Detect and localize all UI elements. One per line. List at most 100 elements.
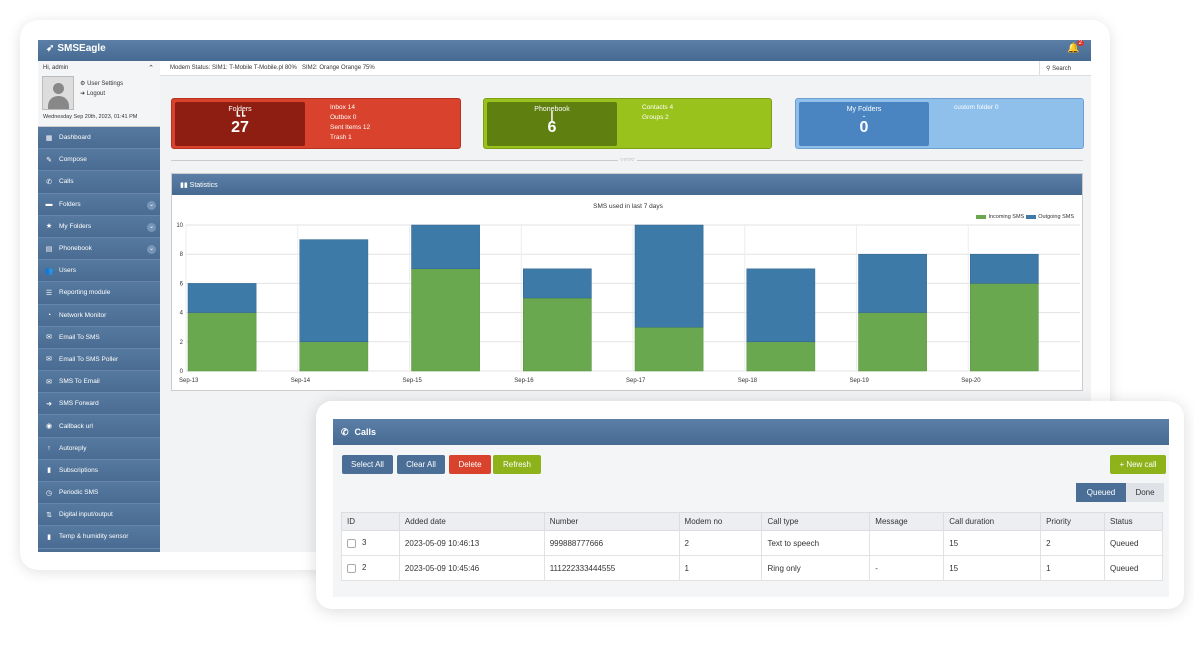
notifications-bell-icon[interactable]: 🔔 2 — [1067, 40, 1084, 54]
book-icon: ▤ — [45, 245, 53, 253]
folder-sent[interactable]: Sent Items 12 — [330, 124, 371, 131]
bar-incoming — [187, 312, 257, 372]
chevron-down-icon[interactable]: ⌄ — [147, 244, 156, 254]
io-icon: ⇅ — [46, 511, 52, 519]
column-header[interactable]: Modem no — [678, 512, 763, 531]
sidebar-item[interactable]: ◉ Callback url — [38, 415, 160, 438]
cell-text: 1 — [1046, 563, 1051, 573]
logo[interactable]: ➶ SMSEagle — [46, 43, 106, 54]
sidebar-item[interactable]: ✉ Email To SMS Poller — [38, 348, 160, 372]
arrow-icon: ➜ — [46, 400, 52, 408]
sidebar-item[interactable]: ✉ Email To SMS — [38, 326, 160, 349]
refresh-button[interactable]: Refresh — [493, 455, 541, 474]
cell-text: - — [875, 563, 878, 573]
logout-link[interactable]: ➜ Logout — [80, 90, 105, 97]
legend-outgoing: Outgoing SMS — [1038, 214, 1074, 220]
sidebar-item[interactable]: ◔ Network Monitor — [38, 304, 160, 327]
x-tick-label: Sep-18 — [738, 378, 758, 384]
sidebar-item[interactable]: ✉ SMS To Email — [38, 371, 160, 394]
phonebook-tile-label: Phonebook — [534, 106, 570, 113]
groups-item[interactable]: Groups 2 — [642, 114, 669, 121]
x-tick-label: Sep-14 — [291, 378, 311, 384]
cell-text: Queued — [1109, 538, 1139, 548]
table-cell: Ring only — [761, 555, 871, 581]
row-checkbox[interactable] — [347, 563, 356, 573]
sidebar-item-label: SMS Forward — [59, 400, 99, 408]
folder-inbox[interactable]: Inbox 14 — [330, 104, 355, 111]
greeting: Hi, admin — [43, 65, 69, 71]
collapse-chevron-icon[interactable]: ⌃ — [148, 65, 154, 72]
mail-icon: ✉ — [46, 334, 52, 342]
phonebook-tile[interactable]: Phonebook ┃ 6 Contacts 4 Groups 2 — [483, 98, 772, 149]
x-tick-label: Sep-13 — [179, 378, 199, 384]
table-row[interactable]: 3 2023-05-09 10:46:13 999888777666 2 Text to… — [341, 530, 1164, 556]
table-cell: 2 — [1040, 530, 1105, 556]
sidebar-item[interactable]: ↑ Autoreply — [38, 437, 160, 460]
folder-trash[interactable]: Trash 1 — [330, 134, 352, 141]
folders-tile-main: Folders ┗┗ 27 — [175, 102, 305, 146]
sidebar-item[interactable]: ▤ Phonebook ⌄ — [38, 237, 160, 261]
chevron-down-icon[interactable]: ⌄ — [147, 222, 156, 232]
column-header[interactable]: Message — [869, 512, 945, 531]
chevron-down-icon[interactable]: ⌄ — [147, 200, 156, 210]
sidebar-item[interactable]: ▮ Temp & humidity sensor — [38, 526, 160, 549]
phonebook-list: Contacts 4 Groups 2 — [642, 103, 673, 123]
sidebar-item-label: Email To SMS — [59, 333, 100, 341]
sidebar-item-label: Users — [59, 267, 76, 275]
column-header[interactable]: Number — [543, 512, 680, 531]
delete-button[interactable]: Delete — [449, 455, 491, 474]
table-cell: 999888777666 — [543, 530, 680, 556]
sidebar-item[interactable]: 👥 Users — [38, 260, 160, 283]
sidebar-item-label: Network Monitor — [59, 311, 107, 319]
column-header[interactable]: Status — [1103, 512, 1164, 531]
chart-title: SMS used in last 7 days — [593, 203, 663, 210]
mail-icon: ✉ — [46, 356, 52, 364]
user-settings-link[interactable]: ⚙ User Settings — [80, 80, 123, 87]
list-icon: ☰ — [45, 289, 53, 297]
sidebar-item[interactable]: ▦ Dashboard — [38, 127, 160, 150]
column-header[interactable]: Call type — [761, 512, 871, 531]
logout-label: Logout — [86, 91, 106, 97]
sidebar-item-label: Reporting module — [59, 289, 111, 297]
sidebar-item[interactable]: ▮ Subscriptions — [38, 459, 160, 482]
search-button[interactable]: ⚲ Search — [1039, 61, 1091, 76]
cell-text: 15 — [949, 563, 959, 573]
column-header[interactable]: ID — [341, 512, 400, 531]
statistics-header: ▮▮ Statistics — [172, 174, 1082, 195]
x-tick-label: Sep-17 — [626, 378, 646, 384]
folder-outbox[interactable]: Outbox 0 — [330, 114, 357, 121]
sidebar-item[interactable]: ➜ SMS Forward — [38, 393, 160, 416]
clear-all-button[interactable]: Clear All — [397, 455, 445, 474]
sidebar-item[interactable]: ✎ Compose — [38, 149, 160, 172]
search-label: Search — [1052, 66, 1072, 72]
sidebar-item[interactable]: ◷ Periodic SMS — [38, 482, 160, 505]
table-cell: - — [869, 555, 945, 581]
resize-grip-icon[interactable]: ○○○○ — [618, 157, 637, 163]
myfolders-tile[interactable]: My Folders - 0 custom folder 0 — [795, 98, 1084, 149]
contacts-item[interactable]: Contacts 4 — [642, 104, 674, 111]
custom-folder-item[interactable]: custom folder 0 — [954, 104, 999, 111]
table-row[interactable]: 2 2023-05-09 10:45:46 111222333444555 1 Ring… — [341, 555, 1164, 581]
column-header[interactable]: Added date — [398, 512, 545, 531]
calls-header: ✆ Calls — [333, 419, 1169, 445]
select-all-button[interactable]: Select All — [342, 455, 393, 474]
folders-tile[interactable]: Folders ┗┗ 27 Inbox 14 Outbox 0 Sent Ite… — [171, 98, 461, 149]
column-header[interactable]: Priority — [1040, 512, 1105, 531]
done-tab[interactable]: Done — [1126, 483, 1164, 502]
table-cell: Queued — [1103, 555, 1164, 581]
bar-incoming — [634, 326, 704, 372]
new-call-button[interactable]: + New call — [1110, 455, 1166, 474]
row-checkbox[interactable] — [347, 538, 356, 548]
queued-tab[interactable]: Queued — [1076, 483, 1126, 502]
sidebar-item[interactable]: ☰ Reporting module — [38, 282, 160, 305]
table-cell: 2023-05-09 10:45:46 — [398, 555, 545, 581]
sidebar-item[interactable]: ⇅ Digital input/output — [38, 504, 160, 527]
column-header[interactable]: Call duration — [943, 512, 1042, 531]
sidebar-item-label: Compose — [59, 156, 87, 164]
sidebar-item[interactable]: ★ My Folders ⌄ — [38, 215, 160, 238]
folders-tile-label: Folders — [228, 106, 252, 113]
sidebar-item[interactable]: ✆ Calls — [38, 171, 160, 194]
bar-outgoing — [858, 253, 927, 313]
sidebar-item[interactable]: ▬ Folders ⌄ — [38, 193, 160, 216]
bar-incoming — [299, 341, 369, 372]
